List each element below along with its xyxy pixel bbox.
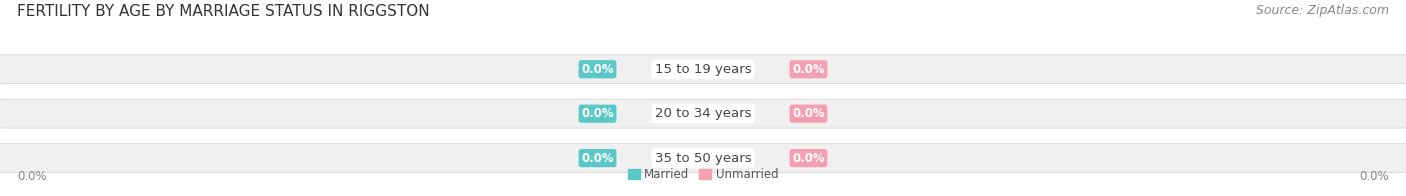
Text: 0.0%: 0.0%: [581, 152, 614, 165]
Legend: Married, Unmarried: Married, Unmarried: [623, 164, 783, 186]
Text: 0.0%: 0.0%: [792, 152, 825, 165]
Text: 15 to 19 years: 15 to 19 years: [655, 63, 751, 76]
Text: 0.0%: 0.0%: [17, 170, 46, 183]
Text: 0.0%: 0.0%: [581, 63, 614, 76]
Text: 0.0%: 0.0%: [1360, 170, 1389, 183]
Text: FERTILITY BY AGE BY MARRIAGE STATUS IN RIGGSTON: FERTILITY BY AGE BY MARRIAGE STATUS IN R…: [17, 4, 429, 19]
Text: Source: ZipAtlas.com: Source: ZipAtlas.com: [1256, 4, 1389, 17]
FancyBboxPatch shape: [0, 99, 1406, 128]
Text: 35 to 50 years: 35 to 50 years: [655, 152, 751, 165]
Text: 20 to 34 years: 20 to 34 years: [655, 107, 751, 120]
FancyBboxPatch shape: [0, 144, 1406, 172]
Text: 0.0%: 0.0%: [792, 63, 825, 76]
FancyBboxPatch shape: [0, 55, 1406, 84]
Text: 0.0%: 0.0%: [792, 107, 825, 120]
Text: 0.0%: 0.0%: [581, 107, 614, 120]
